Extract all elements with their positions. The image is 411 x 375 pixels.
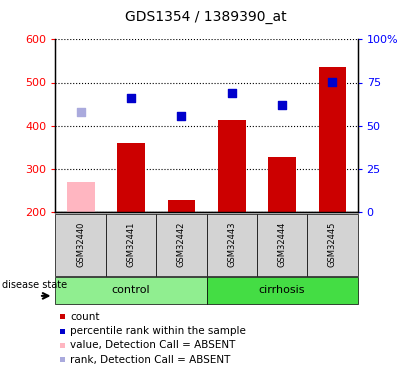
Text: GSM32444: GSM32444 <box>277 222 286 267</box>
Text: control: control <box>112 285 150 295</box>
Text: disease state: disease state <box>2 280 67 290</box>
Bar <box>268 157 296 212</box>
Bar <box>218 120 245 212</box>
Text: GSM32441: GSM32441 <box>127 222 136 267</box>
Text: rank, Detection Call = ABSENT: rank, Detection Call = ABSENT <box>70 355 231 364</box>
Text: count: count <box>70 312 100 322</box>
Point <box>178 113 185 119</box>
Text: GSM32442: GSM32442 <box>177 222 186 267</box>
Text: percentile rank within the sample: percentile rank within the sample <box>70 326 246 336</box>
Point <box>229 90 235 96</box>
Text: value, Detection Call = ABSENT: value, Detection Call = ABSENT <box>70 340 236 350</box>
Text: GSM32443: GSM32443 <box>227 222 236 267</box>
Bar <box>67 182 95 212</box>
Text: GDS1354 / 1389390_at: GDS1354 / 1389390_at <box>125 10 286 24</box>
Point <box>329 79 336 85</box>
Text: GSM32445: GSM32445 <box>328 222 337 267</box>
Text: GSM32440: GSM32440 <box>76 222 85 267</box>
Bar <box>319 68 346 212</box>
Point <box>279 102 285 108</box>
Point <box>128 94 134 100</box>
Point <box>77 109 84 115</box>
Text: cirrhosis: cirrhosis <box>259 285 305 295</box>
Bar <box>168 200 195 212</box>
Bar <box>117 143 145 212</box>
